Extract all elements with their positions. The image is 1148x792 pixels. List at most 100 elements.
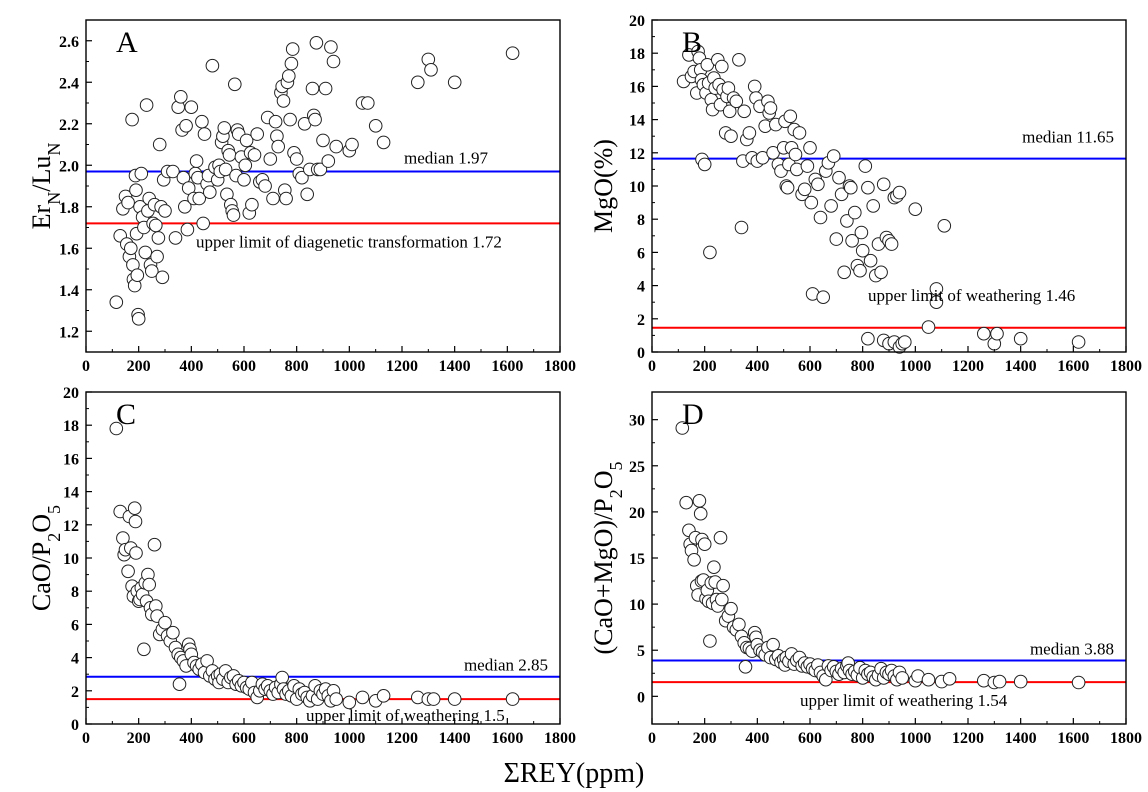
data-point [858,159,873,173]
data-point [780,180,795,195]
x-tick-label: 1400 [439,730,471,747]
data-point [125,112,139,127]
data-points [676,44,1086,354]
data-point [942,672,957,686]
data-point [127,501,142,516]
data-point [792,126,807,140]
y-tick-label: 12 [63,518,79,535]
y-tick-label: 1.2 [59,324,79,341]
x-tick-label: 800 [851,730,875,747]
y-tick-label: 20 [629,13,645,30]
data-point [447,75,462,90]
y-tick-label: 10 [63,551,79,568]
data-point [158,204,172,218]
data-point [898,335,912,349]
y-label-sub: 2 [44,533,64,542]
data-point [803,141,817,155]
data-point [258,179,272,193]
x-tick-label: 1200 [386,730,418,747]
data-point [168,231,183,245]
data-point [884,237,899,251]
data-point [129,183,143,197]
data-point [128,514,143,529]
data-point [747,79,762,94]
data-point [426,692,441,706]
data-point [929,295,944,310]
data-point [152,137,167,152]
data-point [268,114,283,129]
data-point [929,282,944,296]
panel-c: 0 200 400 600 800 1000 1200 1400 1600 1800 0 2 4 6 8 10… [27,385,576,747]
y-tick-label: 2 [71,684,79,701]
y-label-sub: 5 [44,505,64,514]
x-tick-label: 1000 [899,358,931,375]
data-point [845,234,859,248]
data-point [239,133,254,148]
y-tick-label: 18 [63,418,79,435]
data-point [844,180,858,195]
y-tick-label: 30 [629,413,645,430]
x-tick-label: 1200 [952,730,984,747]
data-point [147,537,162,552]
median-label: median 11.65 [1022,128,1114,147]
data-point [368,119,383,133]
y-tick-label: 6 [71,617,79,634]
x-tick-label: 1800 [1110,730,1142,747]
y-axis-label: CaO/P2O5 [27,505,64,611]
data-point [937,219,952,233]
data-point [813,210,828,225]
data-point [832,170,846,185]
data-point [722,104,737,119]
data-point [921,672,936,687]
data-point [342,695,357,710]
y-label-part: O [27,514,56,533]
median-label: median 1.97 [404,148,489,167]
data-point [800,159,815,173]
data-point [138,245,153,260]
data-point [724,129,738,143]
y-tick-label: 25 [629,459,645,476]
data-point [179,119,193,133]
data-point [271,139,286,154]
data-point [228,77,242,92]
x-tick-label: 1600 [1057,730,1089,747]
y-label-part: /Lu [27,156,56,192]
y-tick-label: 12 [629,146,645,163]
x-tick-label: 1000 [333,358,365,375]
data-point [195,114,209,129]
y-tick-label: 2.0 [59,158,79,175]
y-tick-label: 1.8 [59,200,79,217]
data-point [874,265,888,280]
y-tick-label: 2.6 [59,34,79,51]
data-point [305,81,320,96]
data-point [977,326,991,341]
data-point [155,270,170,285]
y-label-text: MgO(%) [589,139,618,233]
x-tick-label: 600 [798,358,822,375]
data-points [109,421,520,710]
y-axis-label: (CaO+MgO)/P2O5 [589,462,626,655]
data-point [921,320,936,334]
y-tick-label: 14 [629,113,645,130]
panel-b: 0 200 400 600 800 1000 1200 1400 1600 1800 0 2 4 6 8 10… [589,13,1142,375]
data-point [309,36,324,50]
x-tick-label: 1000 [333,730,365,747]
x-tick-label: 400 [745,358,769,375]
data-point [861,331,875,346]
x-tick-label: 1200 [386,358,418,375]
data-point [715,59,729,74]
y-label-part: O [589,471,618,490]
data-point [266,191,280,206]
data-point [150,249,164,264]
data-point [505,692,520,706]
y-label-part: Er [27,204,56,229]
data-point [675,421,690,435]
axes-frame [85,19,561,353]
x-tick-label: 1400 [1005,730,1037,747]
data-point [1071,675,1086,690]
data-point [158,615,172,630]
x-tick-label: 600 [232,730,256,747]
x-tick-label: 1800 [1110,358,1142,375]
data-point [992,674,1007,689]
median-label: median 3.88 [1030,640,1114,659]
